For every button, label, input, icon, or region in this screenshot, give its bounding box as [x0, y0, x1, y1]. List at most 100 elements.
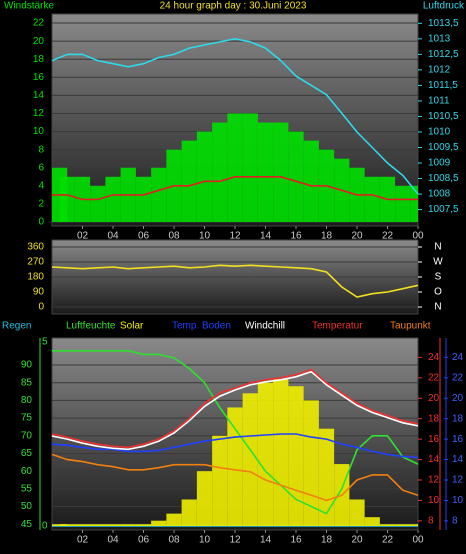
- y2-tick-label: 20: [452, 393, 464, 404]
- bar: [395, 185, 411, 222]
- legend-label: Windstärke: [4, 1, 54, 12]
- bar: [135, 176, 152, 222]
- y-tick-label: 10: [33, 126, 45, 137]
- y-tick-label: 75: [21, 413, 33, 424]
- bar: [74, 524, 91, 526]
- y-tick-label: 55: [21, 483, 33, 494]
- y2-tick-label: 1008: [428, 189, 451, 200]
- bar: [349, 499, 365, 526]
- bar: [303, 140, 319, 222]
- bar: [151, 520, 167, 526]
- bar: [105, 176, 121, 222]
- bar: [257, 122, 274, 222]
- x-tick-label: 18: [321, 535, 333, 546]
- x-tick-label: 20: [351, 231, 363, 242]
- x-tick-label: 16: [290, 535, 302, 546]
- y2-tick-label: N: [434, 242, 441, 253]
- bar: [90, 524, 106, 526]
- legend-label: Temp. Boden: [172, 321, 231, 332]
- bar: [364, 517, 380, 526]
- bar: [196, 471, 213, 526]
- y-tick-label: 180: [27, 272, 44, 283]
- y-tick-label: 45: [21, 519, 33, 530]
- bar: [166, 513, 182, 526]
- y2-tick-label: 1013: [428, 33, 451, 44]
- x-tick-label: 04: [107, 231, 119, 242]
- x-tick-label: 22: [382, 535, 394, 546]
- y-tick-label: 90: [21, 360, 33, 371]
- bar: [151, 167, 167, 222]
- x-tick-label: 08: [168, 231, 180, 242]
- bar: [59, 176, 75, 222]
- bar: [105, 524, 121, 526]
- y2-tick-label: 1010: [428, 127, 451, 138]
- y-tick-label: 80: [21, 395, 33, 406]
- legend-label: Regen: [2, 321, 31, 332]
- line: [52, 350, 419, 515]
- y2-tick-label: 10: [428, 495, 440, 506]
- line: [51, 368, 419, 449]
- legend-label: Solar: [120, 321, 144, 332]
- y-tick-label: 8: [38, 144, 44, 155]
- legend-label: Luftfeuchte: [66, 321, 116, 332]
- y2-tick-label: 1010,5: [428, 111, 459, 122]
- y2-tick-label: 24: [428, 352, 440, 363]
- y-tick-label: 90: [33, 287, 45, 298]
- y2-tick-label: 1011,5: [428, 80, 458, 91]
- bar: [364, 176, 380, 222]
- y2-tick-label: 10: [452, 495, 464, 506]
- y2-tick-label: 16: [428, 434, 440, 445]
- bar: [227, 113, 243, 222]
- bar: [410, 185, 418, 222]
- y-tick-label: 85: [21, 377, 33, 388]
- y2-tick-label: 1009,5: [428, 142, 459, 153]
- x-tick-label: 00: [412, 535, 424, 546]
- x-tick-label: 00: [412, 231, 424, 242]
- y2-tick-label: 1008,5: [428, 173, 459, 184]
- x-tick-label: 14: [260, 231, 272, 242]
- y-tick-label: 16: [33, 72, 45, 83]
- bar: [288, 386, 304, 526]
- y2-tick-label: 1011: [428, 96, 450, 107]
- y2-tick-label: 14: [452, 454, 464, 465]
- y2-tick-label: 1012: [428, 65, 451, 76]
- x-tick-label: 08: [168, 535, 180, 546]
- y2-tick-label: 22: [452, 372, 464, 383]
- line: [51, 264, 419, 298]
- y-tick-label: 50: [21, 501, 33, 512]
- x-tick-label: 16: [290, 231, 302, 242]
- y2-tick-label: 8: [452, 516, 458, 527]
- x-tick-label: 14: [260, 535, 272, 546]
- y-tick-label: 12: [33, 108, 45, 119]
- x-tick-label: 10: [199, 535, 211, 546]
- y2-tick-label: 18: [428, 413, 440, 424]
- bar: [242, 393, 258, 526]
- bar: [196, 131, 213, 222]
- y2-tick-label: O: [434, 287, 442, 298]
- x-tick-label: 06: [138, 231, 150, 242]
- bar: [90, 185, 106, 222]
- line: [52, 176, 418, 201]
- x-tick-label: 02: [77, 231, 89, 242]
- y2-tick-label: 18: [452, 413, 464, 424]
- y-tick-label: 270: [27, 257, 44, 268]
- y-tick-label: 18: [33, 54, 45, 65]
- x-tick-label: 12: [229, 231, 241, 242]
- x-tick-label: 20: [351, 535, 363, 546]
- y2-tick-label: W: [433, 257, 443, 268]
- y2-tick-label: N: [434, 302, 441, 313]
- y-tick-label: 60: [21, 466, 33, 477]
- bar: [135, 524, 152, 526]
- x-tick-label: 12: [229, 535, 241, 546]
- y2-tick-label: 1007,5: [428, 204, 459, 215]
- x-tick-label: 18: [321, 231, 333, 242]
- y-tick-label: 4: [38, 180, 44, 191]
- x-tick-label: 02: [77, 535, 89, 546]
- bar: [212, 122, 228, 222]
- bar: [410, 524, 418, 526]
- bar: [379, 524, 396, 526]
- y2-tick-label: 12: [428, 475, 440, 486]
- y2-tick-label: 20: [428, 393, 440, 404]
- x-tick-label: 22: [382, 231, 394, 242]
- legend-label: Taupunkt: [390, 321, 431, 332]
